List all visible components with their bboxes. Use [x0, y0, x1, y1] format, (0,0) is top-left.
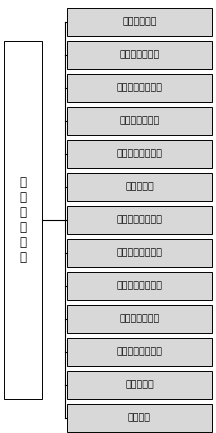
Text: 条形码分发装置: 条形码分发装置 [119, 51, 160, 59]
Text: 条形码扫描装置一: 条形码扫描装置一 [116, 84, 162, 93]
Text: 数
据
控
制
装
置: 数 据 控 制 装 置 [19, 176, 27, 264]
Bar [67, 206, 212, 234]
Bar [67, 404, 212, 432]
Text: 质量检验装置二: 质量检验装置二 [119, 314, 160, 323]
Bar [67, 371, 212, 399]
Text: 条形码扫描装置四: 条形码扫描装置四 [116, 281, 162, 291]
Bar [4, 41, 42, 399]
Bar [67, 8, 212, 36]
Bar [67, 272, 212, 300]
Bar [67, 41, 212, 69]
Text: 质量检验装置一: 质量检验装置一 [119, 116, 160, 126]
Bar [67, 338, 212, 366]
Bar [67, 107, 212, 135]
Text: 条形码扫描装置五: 条形码扫描装置五 [116, 348, 162, 356]
Bar [67, 305, 212, 333]
Text: 条形码扫描装置二: 条形码扫描装置二 [116, 149, 162, 158]
Text: 铸造生产装置: 铸造生产装置 [122, 17, 157, 26]
Text: 铸造自动打号装置: 铸造自动打号装置 [116, 249, 162, 258]
Text: 条形码扫描装置三: 条形码扫描装置三 [116, 216, 162, 224]
Text: 分拣装置一: 分拣装置一 [125, 182, 154, 191]
Bar [67, 74, 212, 102]
Bar [67, 173, 212, 201]
Text: 分拣装置二: 分拣装置二 [125, 381, 154, 390]
Bar [67, 239, 212, 267]
Bar [67, 140, 212, 168]
Text: 打包装置: 打包装置 [128, 414, 151, 423]
